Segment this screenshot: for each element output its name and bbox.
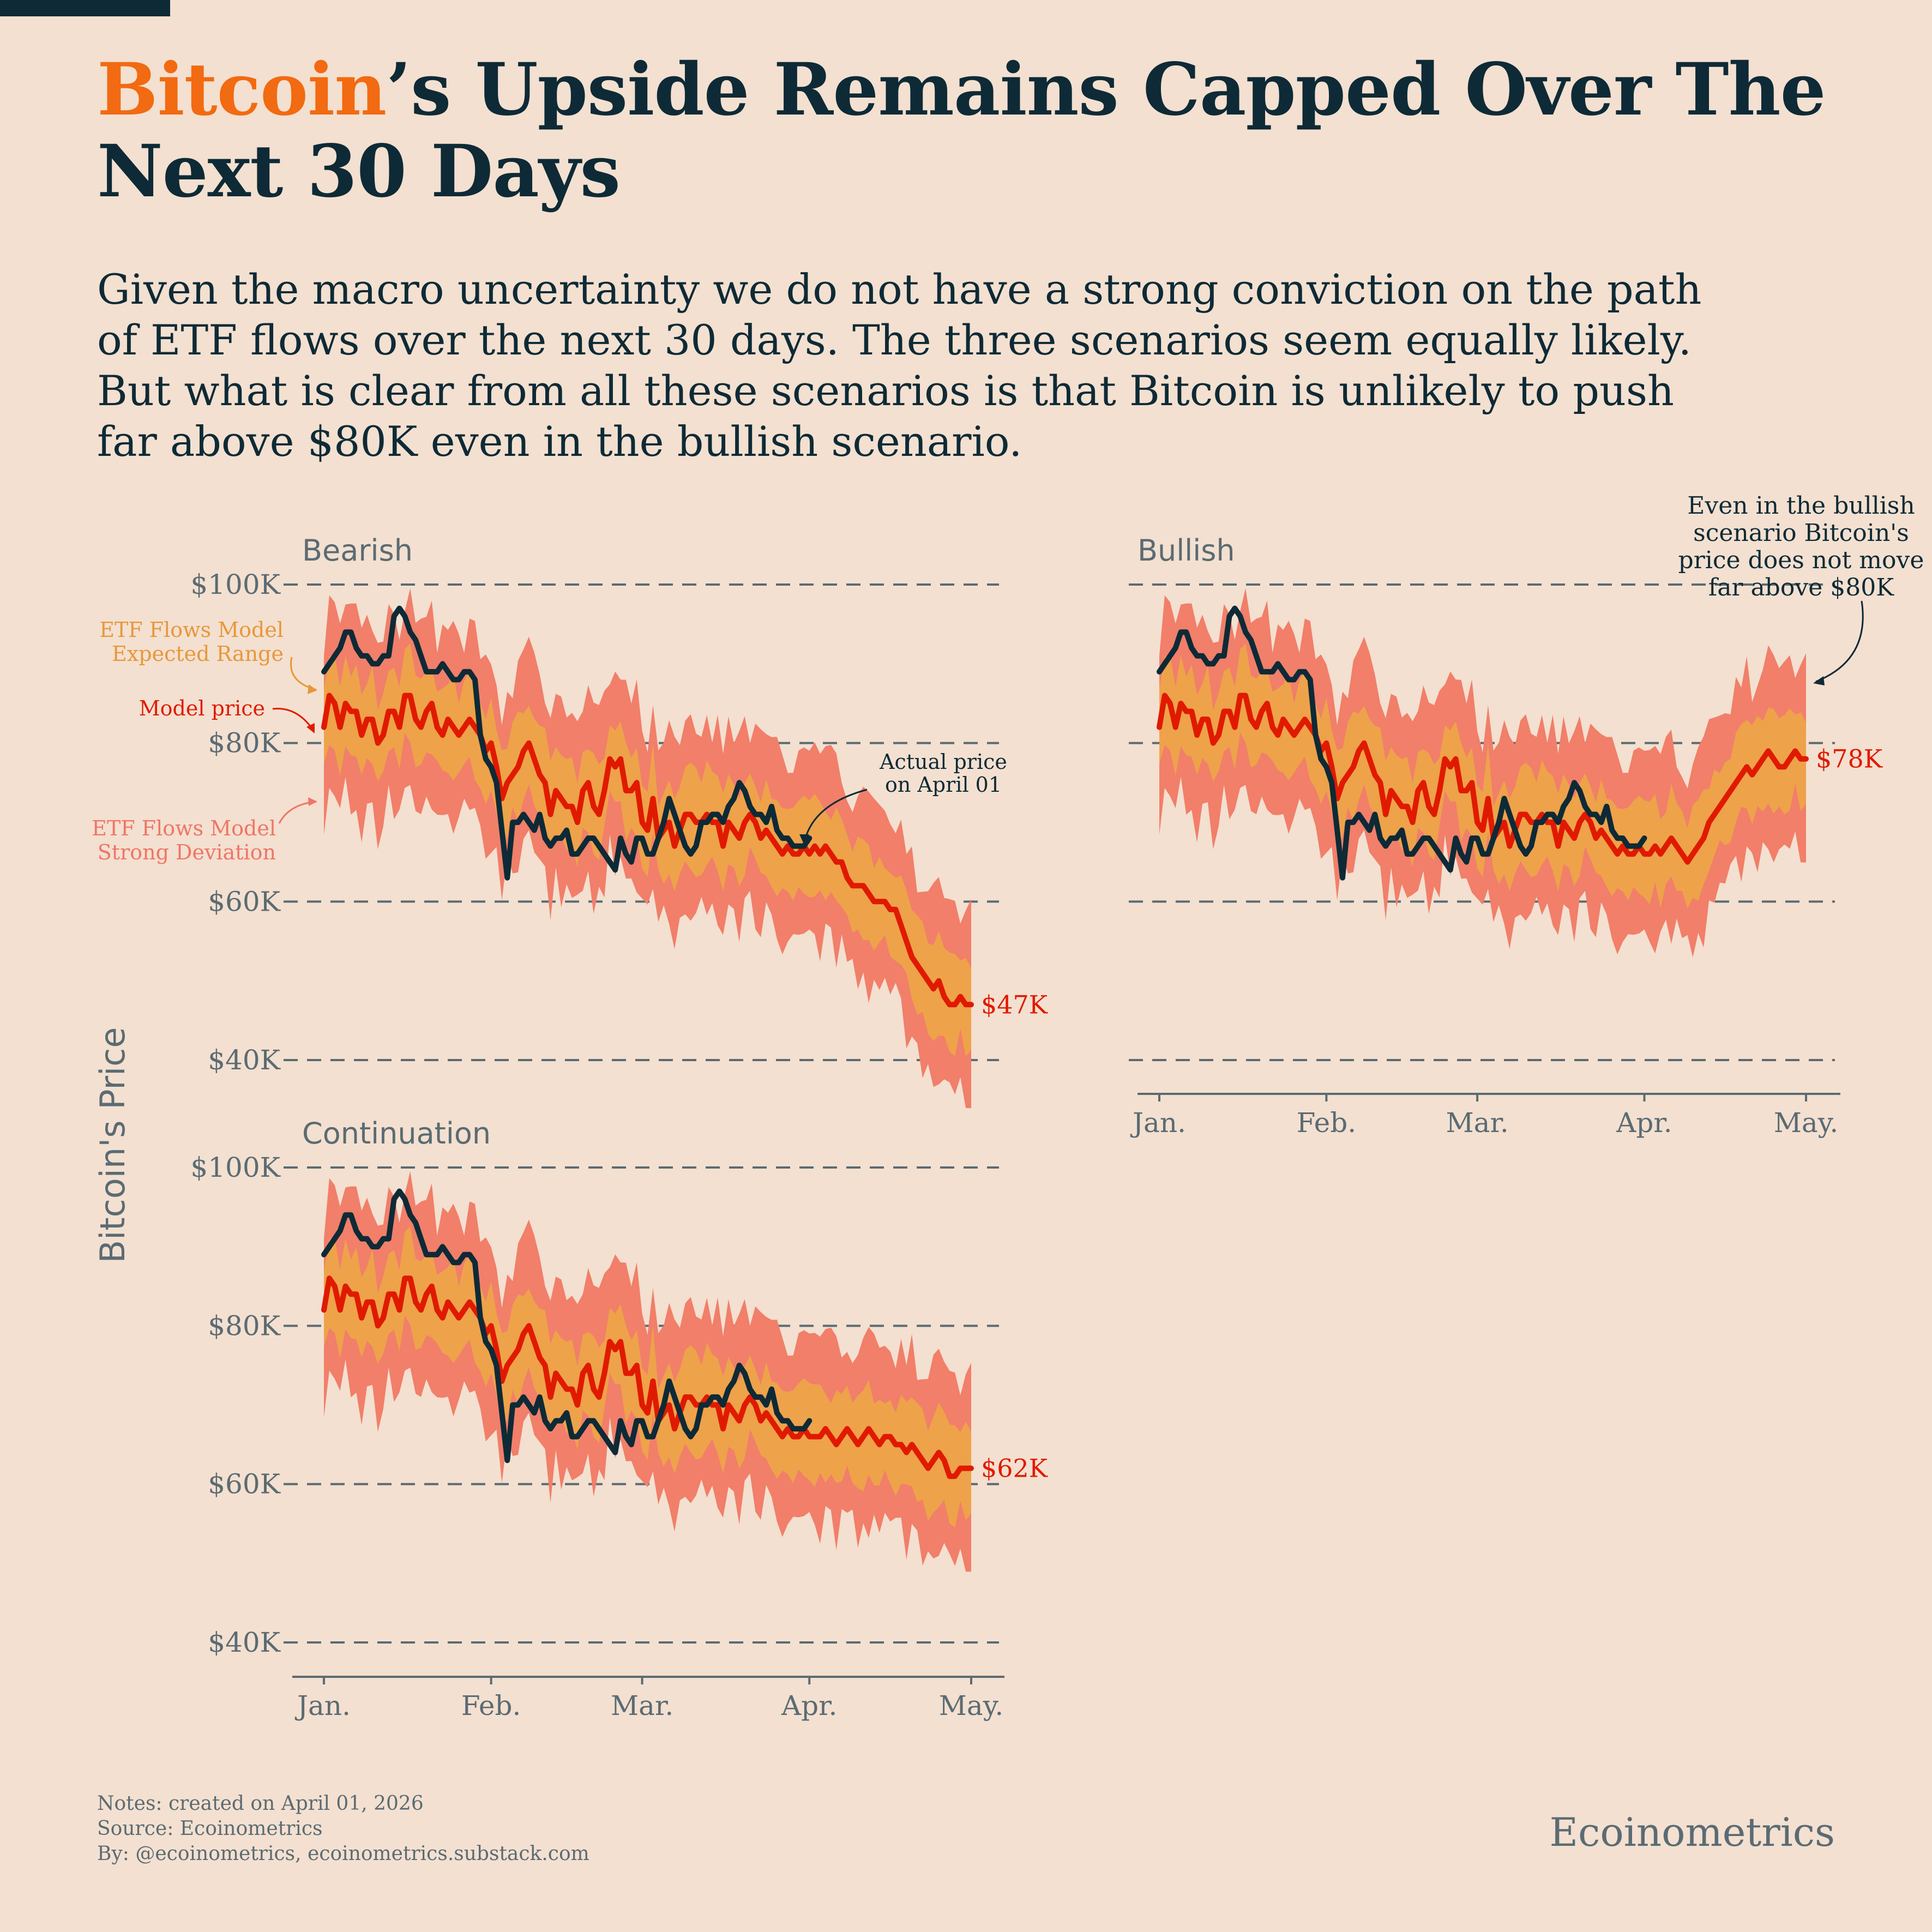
- actual-label-text: Actual price: [879, 750, 1007, 774]
- end-value-label: $47K: [981, 990, 1049, 1019]
- deviation-arrow-head: [308, 797, 317, 806]
- actual-price-line: [1157, 605, 1647, 881]
- expected-range-band: [324, 1226, 971, 1528]
- deviation-label-text: ETF Flows Model: [92, 816, 276, 840]
- model-price-line: [321, 1275, 974, 1479]
- corner-accent-bar: [0, 0, 170, 16]
- bullish-note-text: far above $80K: [1708, 574, 1894, 601]
- end-value-label: $62K: [981, 1454, 1049, 1483]
- range-label-text: Expected Range: [112, 642, 284, 666]
- x-tick-label: Feb.: [1297, 1107, 1356, 1139]
- end-value-label: $78K: [1816, 744, 1883, 774]
- x-tick-label: May.: [939, 1690, 1004, 1722]
- bullish-arrow-head: [1813, 676, 1825, 685]
- bullish-note-text: Even in the bullish: [1687, 492, 1915, 520]
- title-accent-word: Bitcoin: [97, 47, 387, 132]
- panel-continuation: $40K $60K $80K $100K $62K Continuation Jan. Feb…: [190, 1116, 1048, 1722]
- x-tick-label: Feb.: [461, 1690, 521, 1722]
- x-tick-label: Mar.: [1446, 1107, 1508, 1139]
- footer-notes: Notes: created on April 01, 2026 Source:…: [97, 1791, 589, 1867]
- y-tick-label: $60K: [208, 886, 281, 917]
- y-tick-label: $100K: [190, 1152, 281, 1183]
- x-tick-label: Apr.: [1616, 1107, 1672, 1139]
- actual-arrow-head: [799, 834, 809, 845]
- panel-title: Bearish: [302, 533, 413, 568]
- x-tick-label: Apr.: [781, 1690, 837, 1722]
- panel-bearish: $40K $60K $80K $100K $47K Bearish: [190, 533, 1049, 1109]
- model-label-text: Model price: [139, 696, 265, 720]
- model-price-line: [1157, 693, 1809, 865]
- page-title: Bitcoin’s Upside Remains Capped Over The…: [97, 49, 1842, 213]
- actual-price-line: [321, 1188, 812, 1464]
- actual-label-text: on April 01: [885, 773, 1002, 797]
- x-tick-label: May.: [1774, 1107, 1839, 1139]
- title-rest: ’s Upside Remains Capped Over The Next 3…: [97, 47, 1826, 214]
- bullish-arrow: [1815, 600, 1864, 683]
- x-tick-label: Jan.: [1130, 1107, 1186, 1139]
- model-price-line: [321, 693, 974, 1008]
- subtitle: Given the macro uncertainty we do not ha…: [97, 265, 1702, 466]
- panel-title: Continuation: [302, 1116, 491, 1151]
- brand-logo-text: Ecoinometrics: [1549, 1809, 1835, 1855]
- notes-line: Notes: created on April 01, 2026: [97, 1792, 424, 1815]
- panel-title: Bullish: [1137, 533, 1235, 568]
- y-axis-title: Bitcoin's Price: [93, 1027, 133, 1263]
- range-arrow-head: [308, 684, 317, 694]
- y-tick-label: $40K: [208, 1044, 281, 1076]
- by-line: By: @ecoinometrics, ecoinometrics.substa…: [97, 1843, 589, 1865]
- range-label-text: ETF Flows Model: [99, 618, 284, 642]
- x-tick-label: Mar.: [611, 1690, 673, 1722]
- range-arrow: [290, 657, 317, 691]
- y-tick-label: $80K: [208, 1310, 281, 1341]
- y-tick-label: $40K: [208, 1627, 281, 1658]
- x-tick-label: Jan.: [294, 1690, 351, 1722]
- panel-bullish: $78K Bullish Jan. Feb. Mar. Apr. May.: [1129, 533, 1883, 1139]
- bullish-note-text: scenario Bitcoin's: [1693, 519, 1909, 547]
- model-arrow-head: [306, 723, 315, 733]
- source-line: Source: Ecoinometrics: [97, 1817, 323, 1840]
- y-tick-label: $100K: [190, 569, 281, 600]
- actual-arrow: [803, 789, 868, 843]
- y-tick-label: $80K: [208, 727, 281, 759]
- actual-price-line: [321, 605, 812, 881]
- deviation-label-text: Strong Deviation: [98, 840, 276, 864]
- bullish-note-text: price does not move: [1678, 546, 1924, 574]
- y-tick-label: $60K: [208, 1468, 281, 1500]
